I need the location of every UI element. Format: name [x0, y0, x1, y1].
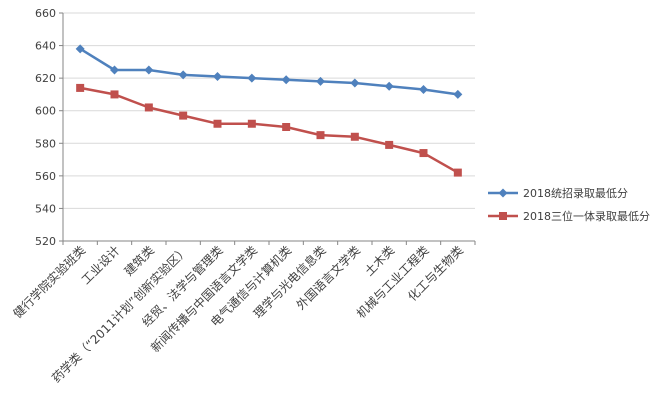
axes	[59, 12, 476, 245]
legend-label: 2018统招录取最低分	[523, 186, 628, 200]
data-point	[282, 123, 291, 131]
series	[75, 44, 463, 177]
series-line	[79, 86, 459, 174]
data-point	[316, 76, 325, 86]
data-point	[453, 89, 463, 99]
data-point	[144, 65, 154, 75]
legend-label: 2018三位一体录取最低分	[523, 209, 650, 223]
data-point	[316, 131, 325, 140]
y-tick-label: 580	[35, 137, 56, 150]
gridlines	[63, 12, 475, 209]
x-tick-label: 工业设计	[79, 243, 123, 287]
data-point	[385, 140, 394, 149]
data-point	[350, 132, 359, 141]
data-point	[453, 168, 462, 177]
data-point	[419, 149, 428, 158]
data-point	[179, 111, 188, 120]
y-tick-label: 600	[35, 105, 56, 118]
data-point	[213, 119, 222, 128]
x-tick-labels: 健行学院实验班类工业设计建筑类药学类（“2011计划”创新实验区）经贸、法学与管…	[10, 243, 466, 386]
data-point	[76, 83, 85, 92]
data-point	[110, 90, 119, 99]
legend-item: 2018统招录取最低分	[488, 186, 628, 200]
y-tick-label: 560	[35, 170, 56, 183]
data-point	[178, 70, 188, 80]
y-tick-label: 520	[35, 235, 56, 248]
series-0	[75, 44, 463, 99]
y-tick-label: 640	[35, 40, 56, 53]
series-1	[76, 83, 462, 177]
legend-marker	[499, 212, 507, 220]
y-tick-label: 660	[35, 7, 56, 20]
data-point	[247, 119, 256, 128]
data-point	[419, 85, 428, 95]
data-point	[350, 78, 360, 88]
data-point	[281, 75, 291, 85]
legend-item: 2018三位一体录取最低分	[488, 209, 650, 223]
y-tick-label: 540	[35, 202, 56, 215]
data-point	[144, 103, 153, 112]
x-tick-label: 健行学院实验班类	[10, 243, 88, 321]
y-tick-label: 620	[35, 72, 56, 85]
data-point	[247, 73, 257, 83]
data-point	[110, 65, 119, 75]
data-point	[213, 72, 222, 82]
data-point	[75, 44, 85, 54]
y-tick-labels: 520 540 560 580 600 620 640 660	[35, 7, 56, 248]
series-line	[79, 47, 458, 96]
legend: 2018统招录取最低分 2018三位一体录取最低分	[488, 186, 650, 223]
legend-marker	[498, 188, 508, 198]
data-point	[384, 81, 394, 91]
